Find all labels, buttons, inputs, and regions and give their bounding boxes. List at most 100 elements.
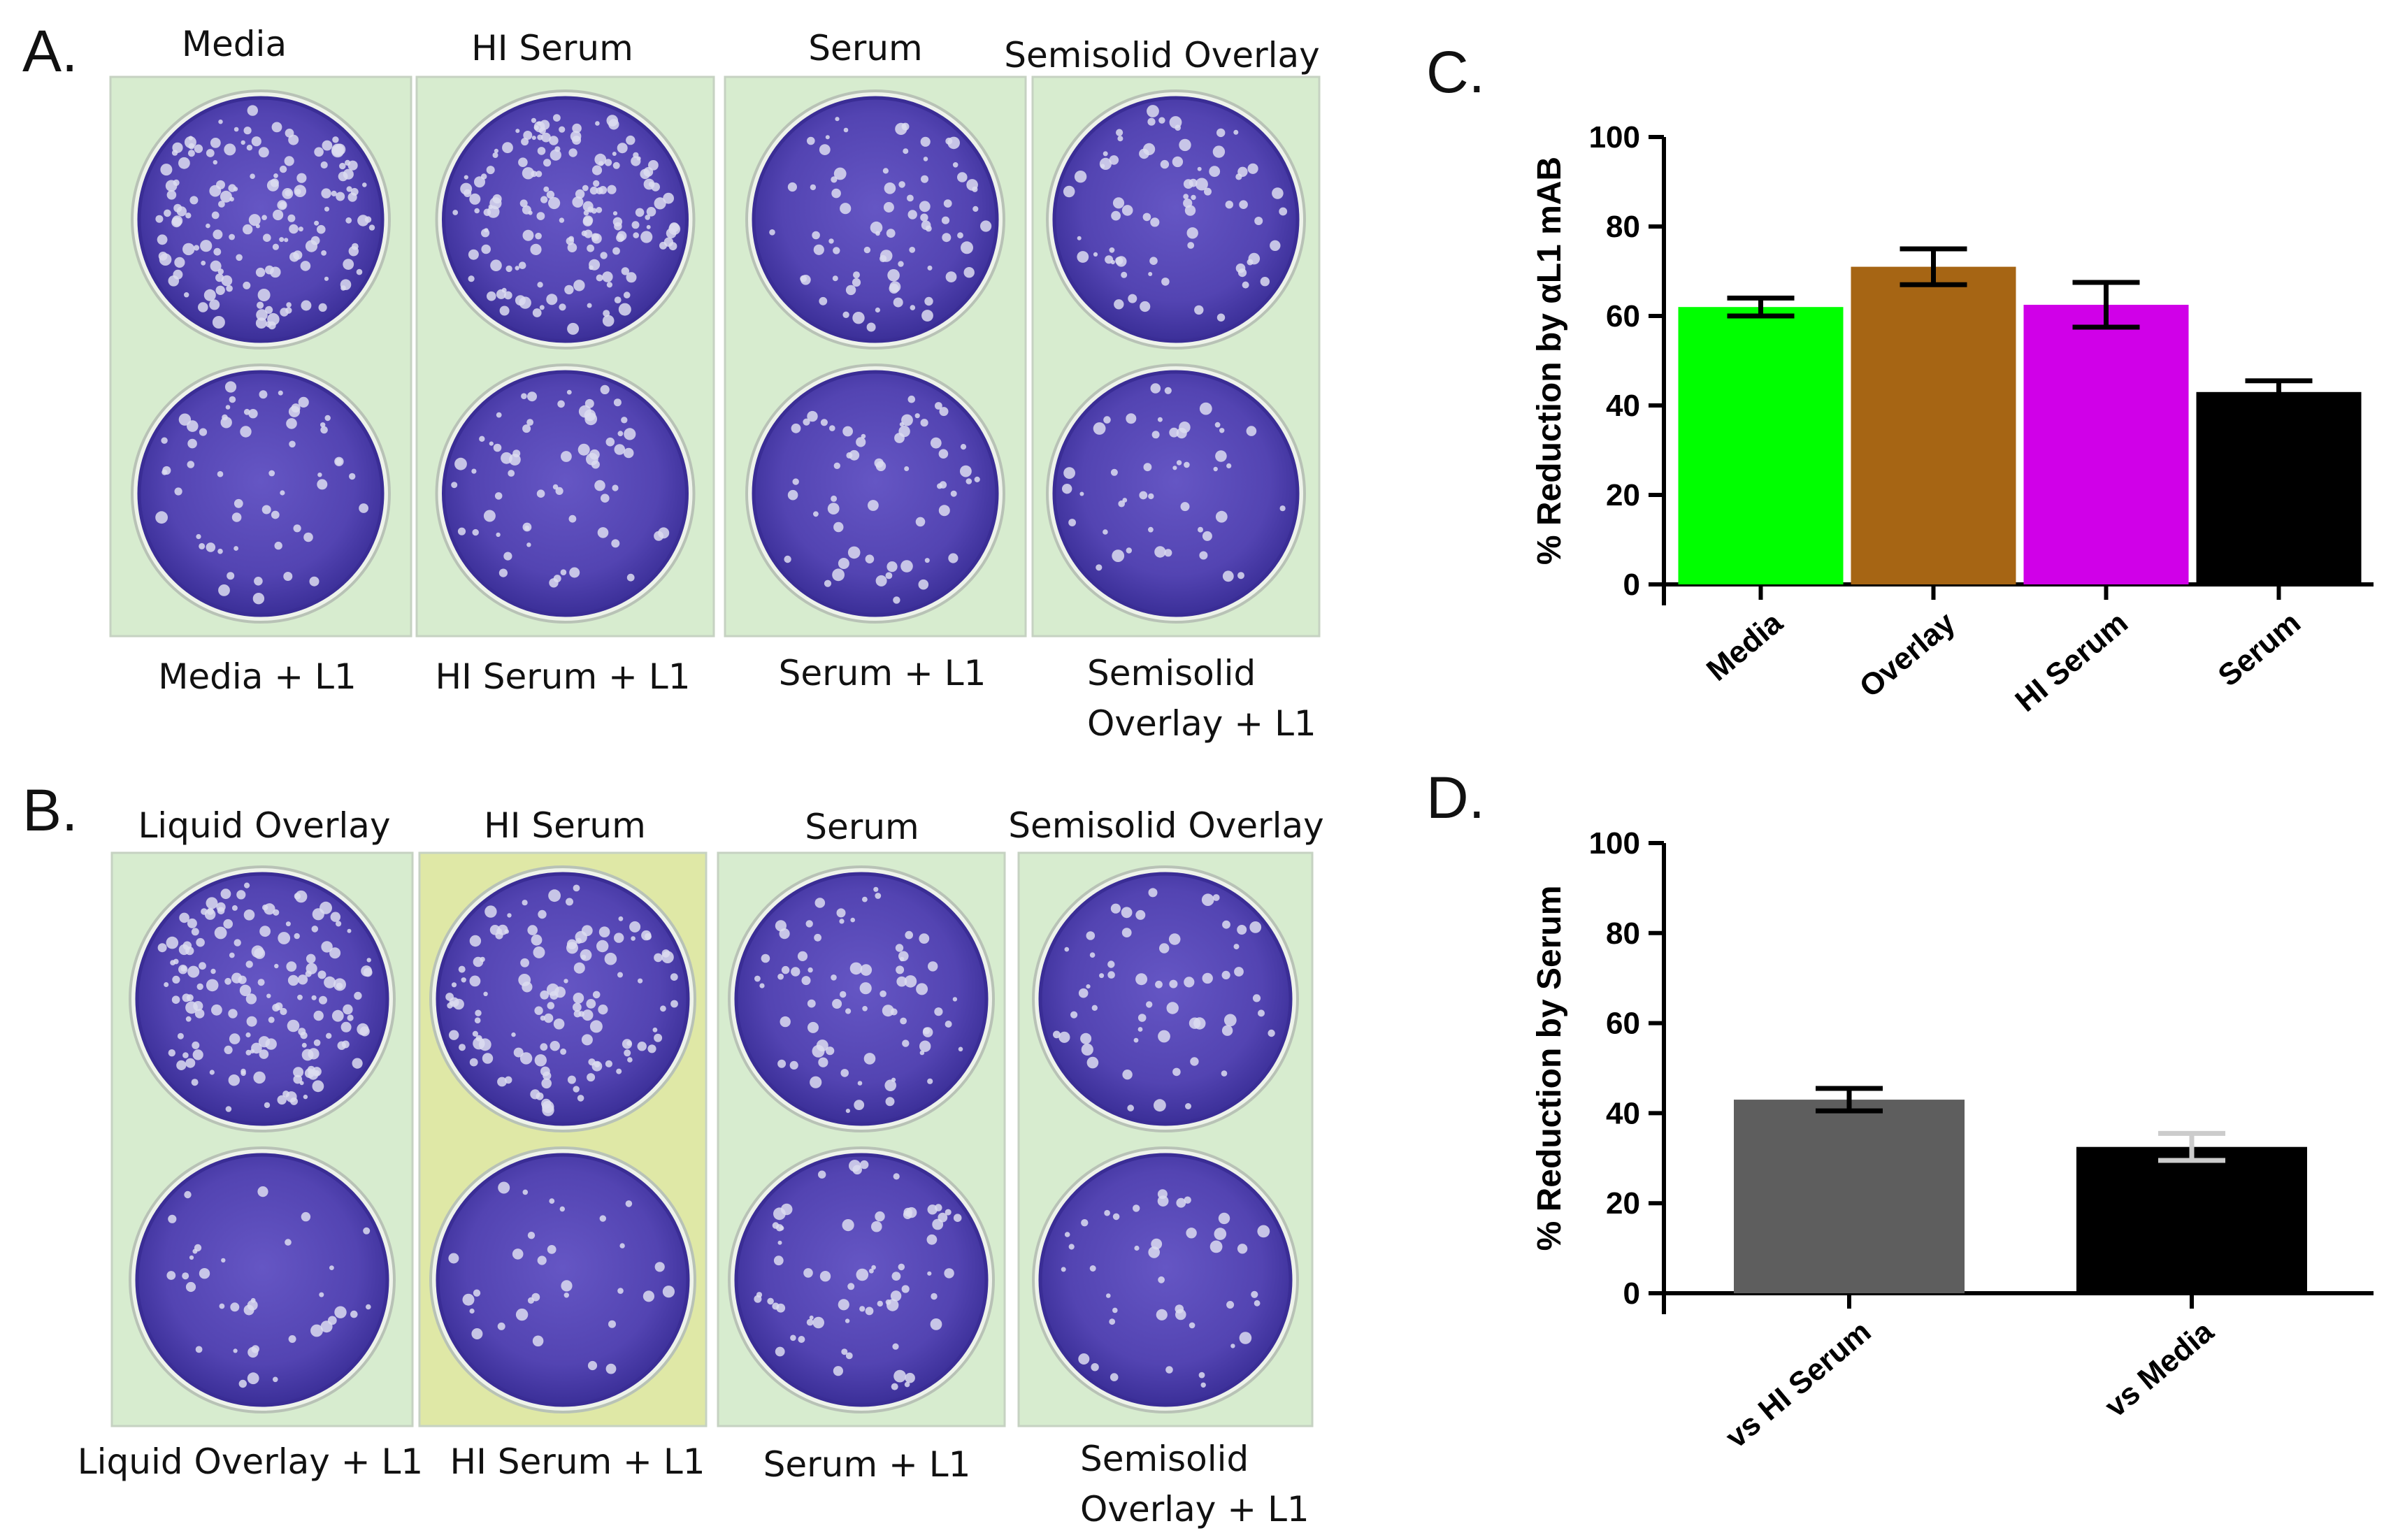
plaque bbox=[1139, 491, 1148, 500]
plaque bbox=[343, 168, 354, 180]
plaque bbox=[498, 568, 508, 577]
plate-label: HI Serum + L1 bbox=[450, 1441, 705, 1482]
plaque bbox=[573, 280, 585, 292]
plaque bbox=[900, 560, 913, 573]
plaque bbox=[654, 197, 666, 210]
plaque bbox=[331, 1009, 344, 1022]
plaque bbox=[211, 1004, 222, 1016]
plaque bbox=[289, 440, 296, 448]
plaque bbox=[648, 160, 659, 171]
plaque bbox=[668, 223, 681, 235]
plaque bbox=[531, 1293, 540, 1302]
plaque bbox=[884, 182, 896, 194]
plaque bbox=[300, 261, 311, 271]
plaque bbox=[1063, 185, 1075, 198]
plaque bbox=[631, 221, 640, 229]
plaque bbox=[882, 168, 889, 174]
plaque bbox=[272, 243, 279, 250]
plaque bbox=[1279, 207, 1288, 216]
plaque bbox=[483, 991, 488, 997]
plaque bbox=[598, 926, 610, 937]
plaque bbox=[275, 1002, 283, 1011]
plaque bbox=[1216, 313, 1226, 322]
plaque bbox=[331, 145, 344, 158]
plaque bbox=[493, 443, 502, 452]
plaque bbox=[900, 1017, 907, 1025]
plaque bbox=[220, 888, 231, 900]
plaque bbox=[164, 209, 171, 217]
plaque bbox=[581, 230, 587, 236]
plaque bbox=[1063, 467, 1075, 479]
plaque bbox=[871, 1221, 882, 1232]
plaque bbox=[1104, 1209, 1110, 1216]
plaque bbox=[1172, 1067, 1181, 1077]
plate-label: HI Serum bbox=[484, 805, 646, 846]
y-tick-label: 60 bbox=[1606, 1007, 1640, 1041]
plaque bbox=[1096, 564, 1103, 571]
plaque bbox=[831, 495, 838, 502]
plaque bbox=[865, 554, 875, 563]
plaque bbox=[1112, 197, 1125, 209]
plaque bbox=[234, 546, 238, 551]
plaque bbox=[887, 269, 900, 282]
plaque bbox=[278, 932, 291, 944]
plaque bbox=[923, 157, 928, 161]
plaque bbox=[600, 252, 608, 259]
plaque bbox=[557, 400, 565, 408]
plaque bbox=[1176, 1197, 1186, 1208]
plaque bbox=[569, 567, 580, 578]
plaque bbox=[471, 1328, 483, 1339]
plaque bbox=[1185, 1103, 1191, 1109]
plaque bbox=[826, 1046, 835, 1056]
bar bbox=[2023, 305, 2189, 584]
plaque bbox=[184, 1190, 192, 1199]
plaque bbox=[654, 1262, 665, 1272]
plaque bbox=[787, 489, 798, 501]
plaque bbox=[279, 165, 287, 173]
plaque bbox=[294, 893, 301, 900]
plaque bbox=[604, 159, 612, 166]
plaque bbox=[310, 1324, 323, 1337]
plaque bbox=[914, 413, 920, 419]
plate-label: HI Serum + L1 bbox=[435, 656, 690, 697]
plaque bbox=[586, 999, 596, 1009]
plaque bbox=[320, 426, 328, 434]
plaque bbox=[589, 1020, 603, 1033]
plaque bbox=[248, 214, 261, 226]
plaque bbox=[226, 285, 233, 292]
plaque bbox=[314, 220, 320, 226]
plaque bbox=[617, 431, 624, 437]
plaque bbox=[189, 1255, 194, 1260]
plaque bbox=[285, 1239, 292, 1246]
well bbox=[137, 96, 385, 343]
plaque bbox=[1219, 428, 1225, 433]
plaque bbox=[273, 173, 278, 178]
plaque bbox=[907, 210, 917, 220]
plaque bbox=[596, 940, 609, 953]
plate-label: Semisolid Overlay bbox=[1004, 35, 1320, 75]
plaque bbox=[598, 186, 608, 194]
plaque bbox=[1230, 1344, 1235, 1348]
plaque bbox=[199, 428, 208, 436]
plaque bbox=[346, 186, 352, 192]
plaque bbox=[1127, 1104, 1134, 1111]
plaque bbox=[1246, 426, 1257, 436]
plaque bbox=[797, 951, 808, 961]
plaque bbox=[515, 129, 520, 134]
plate-label: HI Serum bbox=[471, 28, 633, 69]
plaque bbox=[1121, 271, 1128, 278]
plaque bbox=[1112, 1307, 1118, 1314]
plaque bbox=[257, 289, 271, 301]
plaque bbox=[661, 949, 670, 958]
well bbox=[135, 1153, 389, 1407]
plaque bbox=[1064, 1232, 1070, 1237]
plaque bbox=[919, 1040, 931, 1052]
plaque bbox=[856, 1268, 869, 1281]
plate-label: Serum + L1 bbox=[763, 1444, 971, 1485]
plaque bbox=[527, 1232, 536, 1239]
plaque bbox=[518, 974, 531, 986]
plaque bbox=[243, 909, 255, 921]
plaque bbox=[472, 1030, 479, 1037]
plaque bbox=[523, 131, 533, 140]
plaque bbox=[245, 1032, 251, 1038]
